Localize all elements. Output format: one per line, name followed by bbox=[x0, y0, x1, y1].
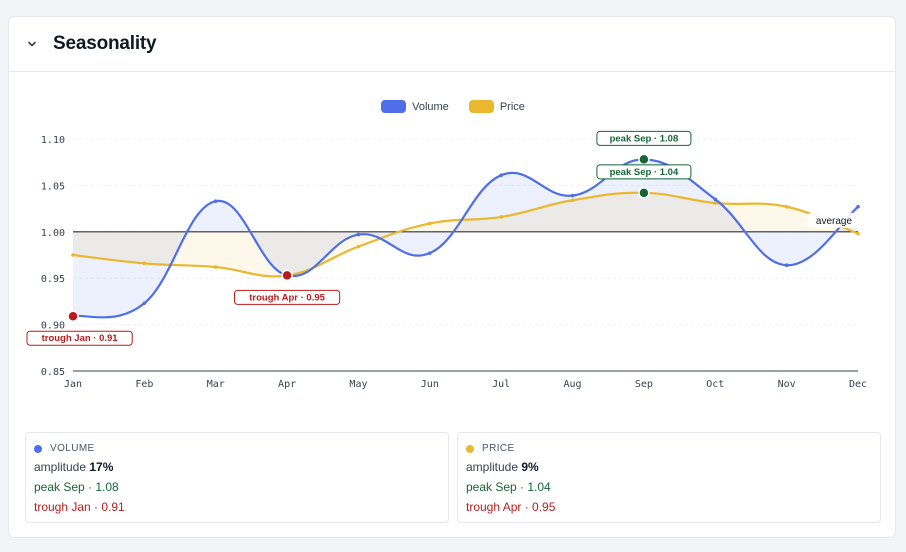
stat-trough: trough Jan · 0.91 bbox=[34, 500, 125, 514]
data-point bbox=[713, 201, 718, 205]
y-tick-label: 1.05 bbox=[41, 181, 65, 192]
series-area-volume bbox=[73, 159, 858, 318]
y-tick-label: 0.95 bbox=[41, 274, 65, 285]
price-dot-icon bbox=[466, 444, 474, 453]
data-point bbox=[784, 204, 789, 209]
legend-label-volume: Volume bbox=[412, 100, 449, 113]
x-tick-label: Feb bbox=[135, 379, 153, 390]
data-point bbox=[856, 231, 860, 236]
stat-series-name: VOLUME bbox=[50, 443, 95, 454]
stat-amplitude: amplitude 17% bbox=[34, 460, 440, 474]
stat-card-volume: VOLUME amplitude 17% peak Sep · 1.08 tro… bbox=[25, 432, 449, 523]
baseline-label-bg bbox=[808, 212, 860, 228]
peak-label: peak Sep · 1.08 bbox=[610, 133, 679, 144]
data-point bbox=[213, 265, 218, 269]
legend-item-price[interactable]: Price bbox=[468, 100, 525, 113]
seasonality-chart: 0.85 0.90 0.95 1.00 1.05 1.10 Jan Feb Mar Apr May J… bbox=[26, 130, 867, 390]
data-point bbox=[499, 215, 503, 219]
stat-peak: peak Sep · 1.08 bbox=[34, 480, 119, 494]
x-tick-label: Mar bbox=[207, 379, 225, 390]
trough-label-box bbox=[233, 289, 341, 305]
data-point bbox=[856, 204, 860, 209]
legend-item-volume[interactable]: Volume bbox=[381, 100, 449, 113]
legend-swatch-price bbox=[468, 100, 494, 113]
x-tick-label: Sep bbox=[635, 379, 653, 390]
x-tick-label: Aug bbox=[564, 379, 582, 390]
data-point bbox=[784, 263, 789, 268]
stat-series-name: PRICE bbox=[482, 443, 515, 454]
seasonality-card: Seasonality Volume Price 0.85 0.90 0.95 1.0… bbox=[8, 16, 896, 538]
data-point bbox=[213, 199, 218, 203]
data-point bbox=[142, 261, 147, 266]
peak-marker bbox=[638, 187, 650, 199]
x-tick-label: Jul bbox=[492, 379, 510, 390]
trough-label: trough Jan · 0.91 bbox=[42, 333, 119, 344]
x-tick-label: Jun bbox=[421, 379, 439, 390]
x-tick-label: Apr bbox=[278, 379, 296, 390]
x-tick-label: Dec bbox=[849, 379, 867, 390]
x-tick-label: May bbox=[349, 379, 367, 390]
y-tick-label: 1.00 bbox=[41, 228, 65, 239]
trough-marker bbox=[67, 310, 79, 322]
data-point bbox=[142, 301, 147, 306]
data-point bbox=[428, 221, 432, 226]
data-point bbox=[71, 253, 75, 257]
x-tick-label: Nov bbox=[778, 379, 796, 390]
chart-legend: Volume Price bbox=[9, 100, 897, 113]
y-tick-label: 0.90 bbox=[41, 321, 65, 332]
data-point bbox=[356, 244, 361, 249]
stat-amplitude: amplitude 9% bbox=[466, 460, 872, 474]
peak-marker bbox=[638, 153, 650, 166]
baseline-label: average bbox=[816, 216, 853, 227]
legend-label-price: Price bbox=[499, 100, 525, 113]
stat-peak: peak Sep · 1.04 bbox=[466, 480, 551, 494]
peak-label: peak Sep · 1.04 bbox=[610, 167, 679, 178]
data-point bbox=[499, 173, 503, 177]
amplitude-label: amplitude bbox=[34, 460, 87, 474]
x-tick-label: Oct bbox=[706, 379, 724, 390]
series-line-volume bbox=[72, 158, 859, 319]
stat-card-price: PRICE amplitude 9% peak Sep · 1.04 troug… bbox=[457, 432, 881, 523]
data-point bbox=[428, 251, 432, 255]
amplitude-value: 9% bbox=[521, 460, 539, 474]
series-area-price bbox=[73, 192, 858, 277]
series-line-price bbox=[72, 191, 859, 278]
y-tick-label: 1.10 bbox=[41, 135, 65, 146]
peak-label-box bbox=[596, 130, 692, 146]
chevron-down-icon[interactable] bbox=[25, 37, 39, 51]
y-tick-label: 0.85 bbox=[41, 367, 65, 378]
trough-label-box bbox=[26, 330, 133, 346]
data-point bbox=[356, 232, 361, 237]
card-header[interactable]: Seasonality bbox=[9, 17, 895, 72]
chart-area: 0.85 0.90 0.95 1.00 1.05 1.10 Jan Feb Mar Apr May J… bbox=[9, 72, 897, 422]
trough-label: trough Apr · 0.95 bbox=[249, 292, 325, 303]
x-tick-label: Jan bbox=[64, 379, 82, 390]
peak-label-box bbox=[596, 164, 692, 180]
data-point bbox=[570, 193, 575, 198]
stat-trough: trough Apr · 0.95 bbox=[466, 500, 556, 514]
section-title: Seasonality bbox=[53, 33, 157, 54]
volume-dot-icon bbox=[34, 444, 42, 453]
data-point bbox=[570, 198, 575, 203]
amplitude-label: amplitude bbox=[466, 460, 519, 474]
trough-marker bbox=[281, 269, 293, 282]
amplitude-value: 17% bbox=[89, 460, 114, 474]
legend-swatch-volume bbox=[381, 100, 407, 113]
data-point bbox=[713, 197, 718, 202]
